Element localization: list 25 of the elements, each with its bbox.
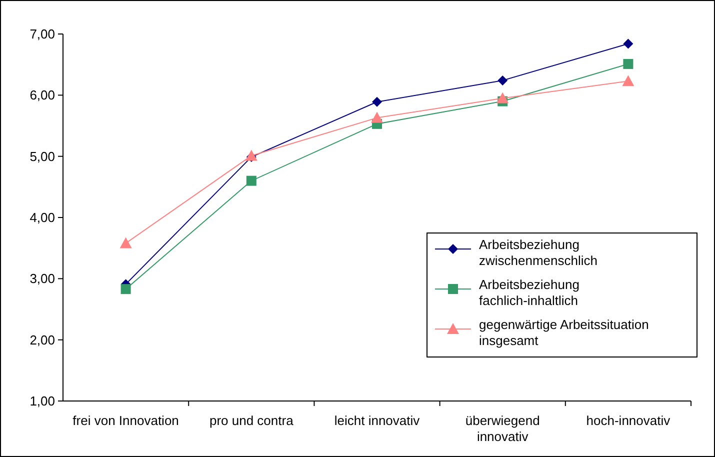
y-tick-label: 4,00 <box>30 210 55 226</box>
x-tick-label: pro und contra <box>209 413 294 428</box>
x-tick-label: überwiegend innovativ <box>465 413 540 444</box>
x-tick-label: leicht innovativ <box>334 413 420 428</box>
y-tick-label: 7,00 <box>30 26 55 42</box>
y-tick-label: 6,00 <box>30 88 55 103</box>
legend-label: gegenwärtige Arbeitssituation insgesamt <box>479 317 649 348</box>
point <box>246 176 256 186</box>
point <box>498 75 508 86</box>
point <box>120 237 132 248</box>
legend-label: Arbeitsbeziehung fachlich-inhaltlich <box>479 277 580 308</box>
point <box>496 92 509 104</box>
point <box>623 58 634 69</box>
point <box>120 284 131 294</box>
y-tick-label: 1,00 <box>30 394 55 409</box>
y-tick-label: 2,00 <box>30 332 55 348</box>
x-tick-label: frei von Innovation <box>72 413 179 428</box>
point <box>372 96 382 107</box>
point <box>622 75 634 86</box>
legend-label: Arbeitsbeziehung zwischenmenschlich <box>479 237 598 268</box>
point <box>623 38 634 49</box>
y-tick-label: 5,00 <box>30 148 55 164</box>
y-tick-label: 3,00 <box>30 271 55 286</box>
x-tick-label: hoch-innovativ <box>586 413 671 428</box>
point <box>371 112 383 123</box>
